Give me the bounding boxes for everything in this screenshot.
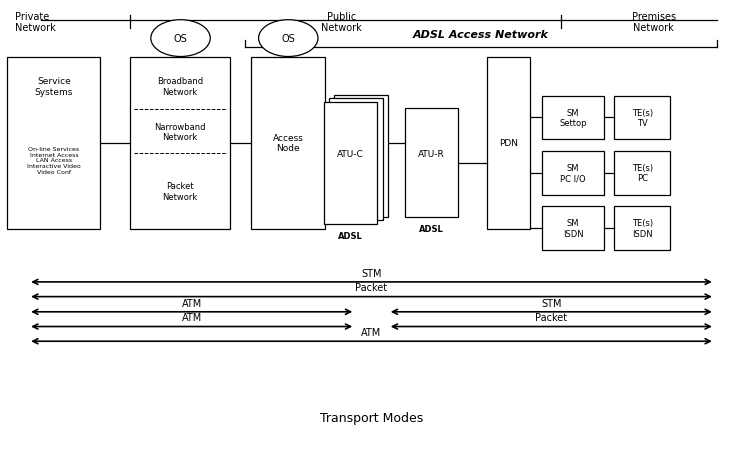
Text: PDN: PDN xyxy=(499,139,518,148)
Text: Packet
Network: Packet Network xyxy=(163,182,198,202)
FancyBboxPatch shape xyxy=(7,57,100,230)
FancyBboxPatch shape xyxy=(614,151,670,195)
Text: Premises
Network: Premises Network xyxy=(632,11,676,33)
Text: Packet: Packet xyxy=(355,283,388,293)
Text: SM
ISDN: SM ISDN xyxy=(563,218,583,238)
Text: OS: OS xyxy=(174,34,187,44)
Text: TE(s)
PC: TE(s) PC xyxy=(632,163,653,183)
FancyBboxPatch shape xyxy=(334,95,388,217)
Text: STM: STM xyxy=(541,298,562,308)
Text: On-line Services
Internet Access
LAN Access
Interactive Video
Video Conf: On-line Services Internet Access LAN Acc… xyxy=(27,146,81,175)
Text: STM: STM xyxy=(361,268,382,278)
Text: Narrowband
Network: Narrowband Network xyxy=(155,123,206,142)
Text: Access
Node: Access Node xyxy=(273,134,304,153)
Text: OS: OS xyxy=(282,34,295,44)
Text: ADSL: ADSL xyxy=(338,231,363,241)
Text: SM
Settop: SM Settop xyxy=(559,108,587,128)
Text: ATU-C: ATU-C xyxy=(337,150,364,159)
Text: ADSL: ADSL xyxy=(419,224,444,233)
Text: Public
Network: Public Network xyxy=(322,11,362,33)
FancyBboxPatch shape xyxy=(542,96,604,140)
Text: Broadband
Network: Broadband Network xyxy=(157,77,204,96)
Text: ADSL Access Network: ADSL Access Network xyxy=(413,30,549,40)
FancyBboxPatch shape xyxy=(614,207,670,250)
FancyBboxPatch shape xyxy=(542,151,604,195)
Text: TE(s)
TV: TE(s) TV xyxy=(632,108,653,128)
FancyBboxPatch shape xyxy=(130,57,230,230)
FancyBboxPatch shape xyxy=(251,57,325,230)
Text: TE(s)
ISDN: TE(s) ISDN xyxy=(632,218,653,238)
Text: Packet: Packet xyxy=(535,313,568,323)
Circle shape xyxy=(151,21,210,57)
FancyBboxPatch shape xyxy=(614,96,670,140)
Text: ATM: ATM xyxy=(181,313,202,323)
Circle shape xyxy=(259,21,318,57)
Text: ATU-R: ATU-R xyxy=(418,150,445,158)
FancyBboxPatch shape xyxy=(542,207,604,250)
FancyBboxPatch shape xyxy=(487,57,530,230)
Text: ATM: ATM xyxy=(181,298,202,308)
FancyBboxPatch shape xyxy=(405,109,458,217)
Text: SM
PC I/O: SM PC I/O xyxy=(560,163,586,183)
Text: Service
Systems: Service Systems xyxy=(35,77,73,96)
FancyBboxPatch shape xyxy=(324,103,377,224)
Text: Private
Network: Private Network xyxy=(15,11,56,33)
FancyBboxPatch shape xyxy=(329,99,383,221)
Text: Transport Modes: Transport Modes xyxy=(320,411,423,424)
Text: ATM: ATM xyxy=(361,327,382,337)
